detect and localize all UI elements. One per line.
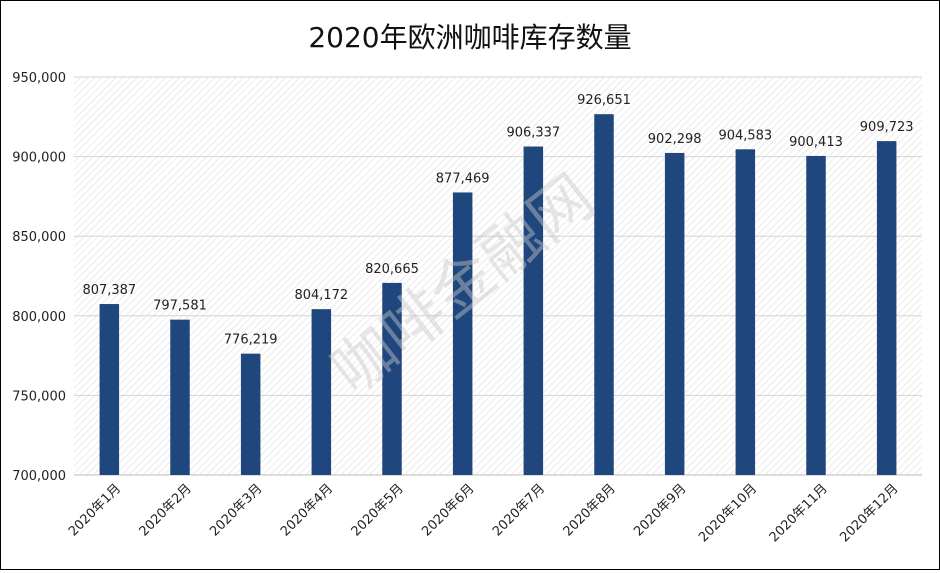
y-tick-label: 700,000 [12,469,66,484]
data-label: 877,469 [436,171,490,186]
bar [311,309,332,475]
bar [170,319,190,475]
data-label: 904,583 [718,128,772,143]
x-tick-label: 2020年9月 [631,481,689,539]
x-tick-label: 2020年11月 [767,481,831,545]
bar [806,155,826,475]
bar [594,114,614,476]
chart-title: 2020年欧洲咖啡库存数量 [308,21,631,54]
y-tick-label: 950,000 [12,71,66,86]
x-tick-label: 2020年6月 [419,481,477,539]
bar [452,192,473,475]
y-tick-label: 850,000 [12,230,66,245]
x-tick-label: 2020年10月 [696,481,760,545]
plot-background [74,77,922,475]
data-label: 926,651 [577,93,631,108]
x-tick-label: 2020年7月 [490,481,548,539]
data-label: 797,581 [153,299,207,314]
y-tick-label: 900,000 [12,151,66,166]
bar [99,304,120,475]
bar [523,146,544,476]
x-tick-label: 2020年2月 [137,481,195,539]
y-tick-label: 750,000 [12,389,66,404]
data-label: 776,219 [224,333,278,348]
x-tick-label: 2020年8月 [561,481,619,539]
bar [664,152,685,475]
data-label: 807,387 [82,283,136,298]
bar [735,149,756,475]
data-label: 902,298 [648,132,702,147]
bar [876,141,897,476]
data-label: 820,665 [365,262,419,277]
y-tick-label: 800,000 [12,310,66,325]
x-tick-label: 2020年4月 [278,481,336,539]
x-tick-label: 2020年5月 [349,481,407,539]
x-tick-label: 2020年12月 [837,481,901,545]
x-tick-label: 2020年1月 [66,481,124,539]
data-label: 900,413 [789,135,843,150]
data-label: 906,337 [506,126,560,141]
data-label: 909,723 [860,120,914,135]
bar [382,282,402,475]
x-tick-label: 2020年3月 [207,481,265,539]
data-label: 804,172 [294,288,348,303]
bar [240,353,261,475]
